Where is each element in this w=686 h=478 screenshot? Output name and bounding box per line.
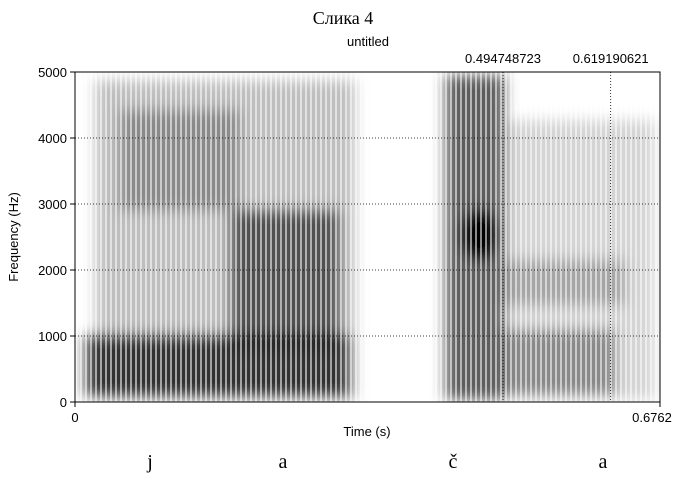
y-tick-label: 4000 (38, 131, 67, 146)
chart-subtitle: untitled (347, 34, 389, 49)
chart-title: Слика 4 (313, 8, 374, 28)
y-tick-label: 0 (60, 395, 67, 410)
y-tick-label: 2000 (38, 263, 67, 278)
cursor-label: 0.619190621 (573, 51, 649, 66)
x-axis-label: Time (s) (343, 424, 390, 439)
cursor-label: 0.494748723 (465, 51, 541, 66)
x-tick-label: 0.6762 (632, 410, 672, 425)
x-tick-label: 0 (71, 410, 78, 425)
plot-frame (74, 71, 661, 403)
spectrogram-image (75, 72, 660, 402)
segment-label: a (599, 451, 608, 473)
y-tick-label: 3000 (38, 197, 67, 212)
y-axis-label: Frequency (Hz) (6, 192, 21, 282)
y-tick-label: 5000 (38, 65, 67, 80)
segment-label: a (279, 451, 288, 473)
y-tick-label: 1000 (38, 329, 67, 344)
segment-label: č (449, 451, 458, 473)
segment-label: j (146, 451, 153, 473)
